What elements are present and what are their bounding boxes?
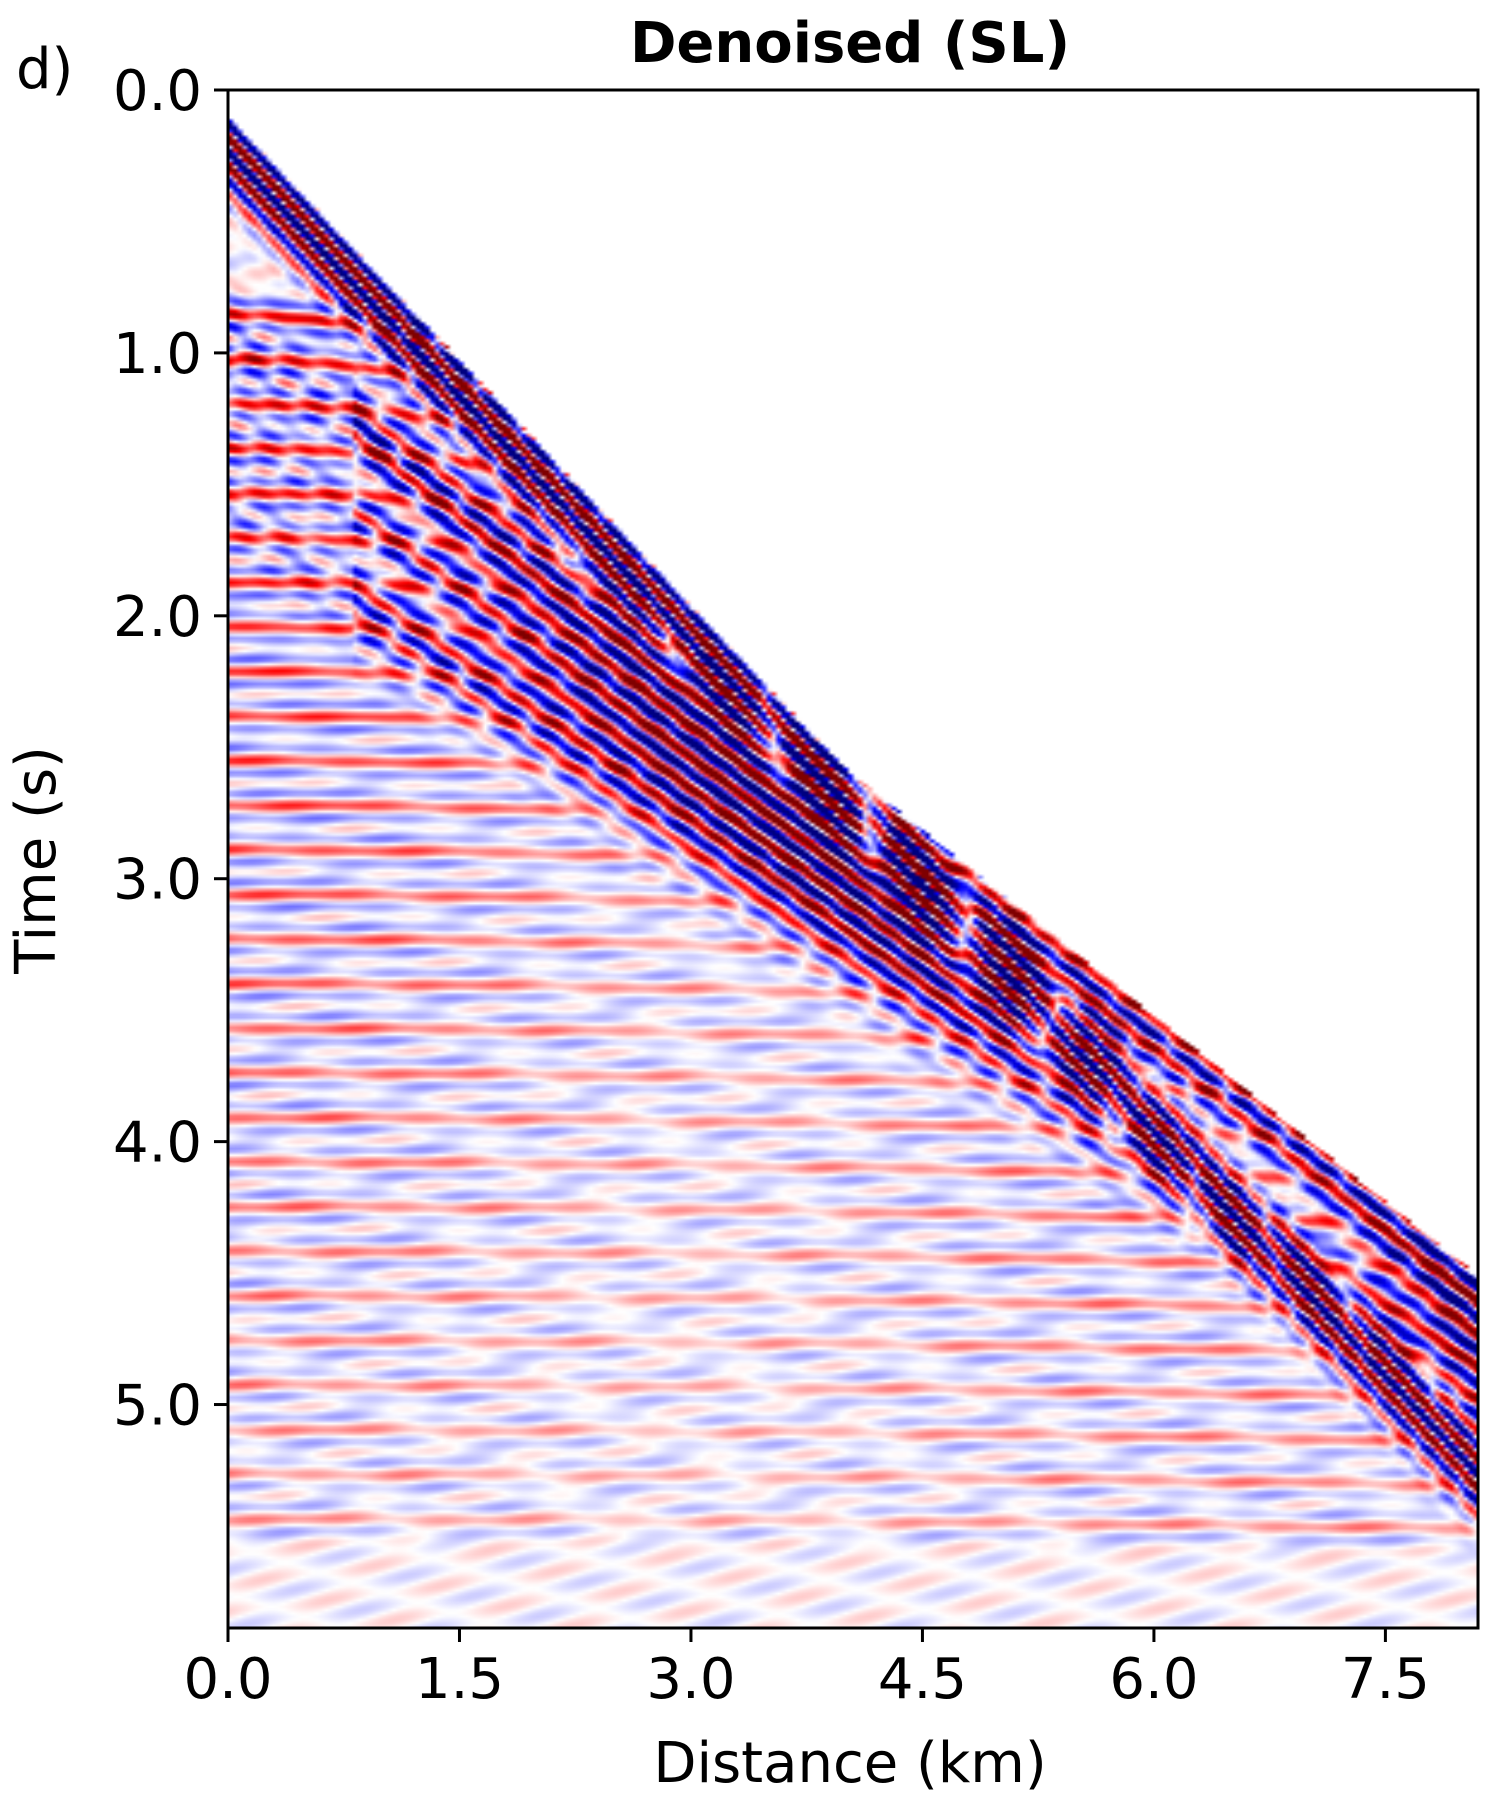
y-axis: 0.0 1.0 2.0 3.0 4.0 5.0	[113, 59, 228, 1439]
x-axis: 0.0 1.5 3.0 4.5 6.0 7.5	[183, 1628, 1430, 1712]
y-tick-label: 1.0	[113, 322, 202, 387]
y-tick-label: 4.0	[113, 1111, 202, 1176]
y-axis-label: Time (s)	[4, 746, 69, 975]
y-tick-label: 3.0	[113, 848, 202, 913]
heatmap-image	[228, 90, 1478, 1628]
x-tick-label: 0.0	[183, 1647, 272, 1712]
x-axis-label: Distance (km)	[653, 1731, 1046, 1796]
panel-label: d)	[16, 37, 73, 102]
plot-area	[226, 88, 1480, 1630]
y-tick-label: 0.0	[113, 59, 202, 124]
plot-frame	[226, 88, 1480, 1630]
x-tick-label: 7.5	[1341, 1647, 1430, 1712]
chart-title: Denoised (SL)	[630, 11, 1070, 76]
x-tick-label: 6.0	[1109, 1647, 1198, 1712]
x-tick-label: 1.5	[415, 1647, 504, 1712]
y-tick-label: 5.0	[113, 1374, 202, 1439]
x-tick-label: 3.0	[646, 1647, 735, 1712]
heatmap-raster	[228, 90, 1478, 1628]
y-tick-label: 2.0	[113, 585, 202, 650]
x-tick-label: 4.5	[878, 1647, 967, 1712]
